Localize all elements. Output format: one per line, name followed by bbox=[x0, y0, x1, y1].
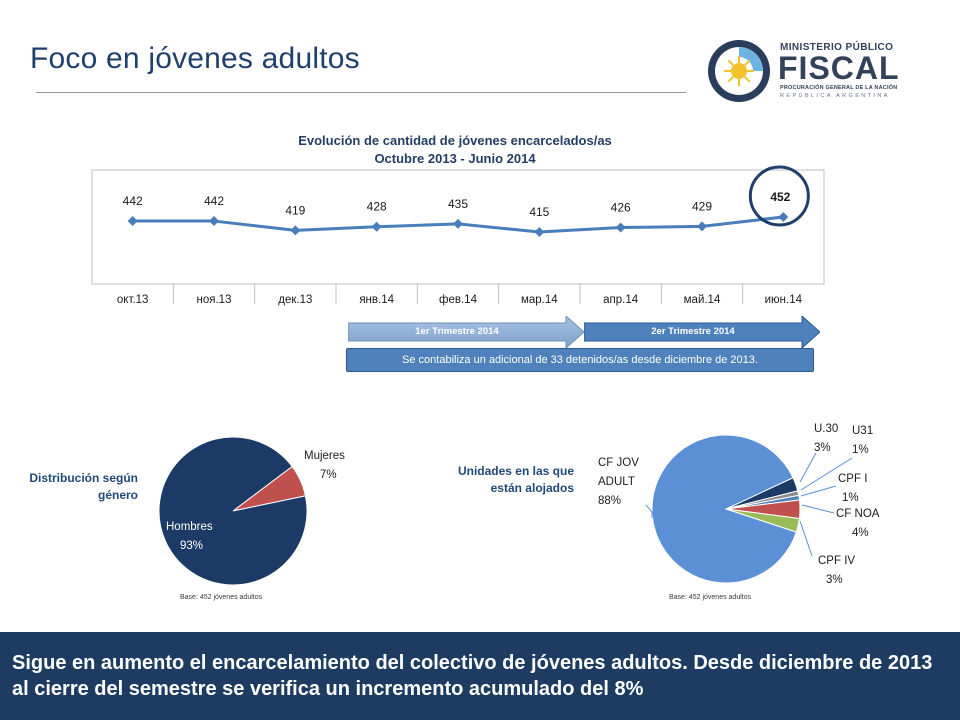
pie-label-cpf-i-pct: 1% bbox=[842, 492, 859, 504]
pie-label-cf-jov-adult: CF JOV ADULT 88% bbox=[598, 454, 658, 511]
logo-ministerio: MINISTERIO PÚBLICO bbox=[780, 42, 894, 53]
pie-label-cf-jov-adult-name: CF JOV ADULT bbox=[598, 457, 639, 488]
leader-line bbox=[799, 452, 817, 483]
gender-distribution-label: Distribución según género bbox=[29, 471, 138, 502]
x-tick-label: мар.14 bbox=[521, 294, 558, 306]
second-trimester-arrow: 2er Trimestre 2014 bbox=[584, 316, 820, 348]
pie-label-cpf-i: CPF I 1% bbox=[838, 470, 867, 508]
data-label: 426 bbox=[611, 201, 631, 215]
units-base-note: Base: 452 jóvenes adultos bbox=[669, 594, 752, 601]
data-label: 429 bbox=[692, 199, 712, 213]
pie-label-u30-name: U.30 bbox=[814, 423, 839, 435]
pie-label-hombres-name: Hombres bbox=[166, 521, 213, 533]
pie-label-cpf-iv-name: CPF IV bbox=[818, 555, 856, 567]
leader-line bbox=[800, 485, 837, 497]
pie-label-u31: U31 1% bbox=[852, 422, 873, 460]
line-chart-subtitle: Octubre 2013 - Junio 2014 bbox=[374, 151, 536, 166]
gender-base-note: Base: 452 jóvenes adultos bbox=[180, 594, 263, 601]
leader-line bbox=[800, 457, 853, 491]
pie-label-cpf-i-name: CPF I bbox=[838, 473, 868, 485]
pie-label-cpf-iv: CPF IV 3% bbox=[818, 552, 855, 590]
pie-label-mujeres-pct: 7% bbox=[320, 469, 337, 481]
data-point-marker bbox=[697, 221, 707, 232]
data-point-marker bbox=[453, 218, 463, 229]
line-chart-title-text: Evolución de cantidad de jóvenes encarce… bbox=[298, 133, 612, 148]
pie-slice bbox=[158, 436, 308, 586]
data-label: 428 bbox=[367, 200, 387, 214]
data-point-marker bbox=[209, 216, 219, 227]
title-divider bbox=[36, 92, 686, 93]
logo-republica: REPÚBLICA ARGENTINA bbox=[780, 93, 890, 99]
pie-label-hombres-pct: 93% bbox=[180, 540, 204, 552]
ministerio-publico-fiscal-logo: MINISTERIO PÚBLICO FISCAL PROCURACIÓN GE… bbox=[706, 38, 906, 104]
footer-banner: Sigue en aumento el encarcelamiento del … bbox=[0, 632, 960, 720]
x-tick-label: фев.14 bbox=[439, 294, 478, 306]
pie-label-cpf-iv-pct: 3% bbox=[826, 574, 843, 586]
data-point-marker bbox=[778, 212, 789, 222]
leader-line bbox=[799, 520, 813, 557]
pie-label-hombres: Hombres 93% bbox=[166, 518, 213, 556]
data-point-marker bbox=[371, 221, 382, 232]
data-point-marker bbox=[290, 225, 301, 236]
x-tick-label: апр.14 bbox=[603, 294, 639, 306]
leader-line bbox=[801, 504, 835, 514]
x-tick-label: май.14 bbox=[684, 294, 721, 306]
data-label: 442 bbox=[123, 194, 143, 208]
x-tick-label: окт.13 bbox=[117, 294, 149, 306]
x-tick-label: июн.14 bbox=[765, 294, 803, 306]
charts-canvas: 442 окт.13 442 ноя.13 419 дек.13 428 янв.14 435 ф… bbox=[91, 165, 853, 586]
logo-procuracion: PROCURACIÓN GENERAL DE LA NACIÓN bbox=[780, 85, 898, 91]
pie-label-mujeres-name: Mujeres bbox=[304, 450, 345, 462]
housing-units-label: Unidades en las que están alojados bbox=[457, 464, 574, 495]
second-trimester-label: 2er Trimestre 2014 bbox=[651, 326, 735, 337]
first-trimester-arrow: 1er Trimestre 2014 bbox=[348, 316, 584, 348]
data-point-marker bbox=[127, 216, 138, 227]
pie-label-u31-name: U31 bbox=[852, 425, 874, 437]
additional-detainees-note: Se contabiliza un adicional de 33 deteni… bbox=[346, 348, 814, 372]
data-point-marker bbox=[534, 227, 545, 237]
data-point-marker bbox=[615, 222, 626, 233]
pie-label-u30: U.30 3% bbox=[814, 420, 838, 458]
pie-label-cf-noa-name: CF NOA bbox=[836, 508, 880, 520]
leader-line bbox=[645, 504, 653, 518]
data-label: 435 bbox=[448, 197, 468, 211]
pie-label-mujeres: Mujeres 7% bbox=[304, 447, 345, 485]
x-tick-label: дек.13 bbox=[278, 294, 312, 306]
footer-conclusion-text: Sigue en aumento el encarcelamiento del … bbox=[12, 652, 933, 700]
x-tick-label: ноя.13 bbox=[197, 294, 232, 306]
data-label: 442 bbox=[204, 194, 224, 208]
first-trimester-label: 1er Trimestre 2014 bbox=[415, 326, 499, 337]
logo-fiscal: FISCAL bbox=[778, 50, 900, 86]
highlight-circle bbox=[748, 165, 810, 227]
line-chart-title: Evolución de cantidad de jóvenes encarce… bbox=[230, 132, 680, 168]
pie-label-cf-noa: CF NOA 4% bbox=[836, 505, 879, 543]
pie-label-cf-jov-adult-pct: 88% bbox=[598, 495, 622, 507]
x-tick-label: янв.14 bbox=[359, 294, 394, 306]
sun-emblem-icon bbox=[708, 40, 770, 102]
data-label: 452 bbox=[770, 190, 790, 204]
pie-label-cf-noa-pct: 4% bbox=[852, 527, 869, 539]
pie-label-u31-pct: 1% bbox=[852, 444, 869, 456]
pie-label-u30-pct: 3% bbox=[814, 442, 831, 454]
data-label: 419 bbox=[285, 203, 305, 217]
page-title: Foco en jóvenes adultos bbox=[30, 42, 360, 75]
data-label: 415 bbox=[529, 205, 549, 219]
